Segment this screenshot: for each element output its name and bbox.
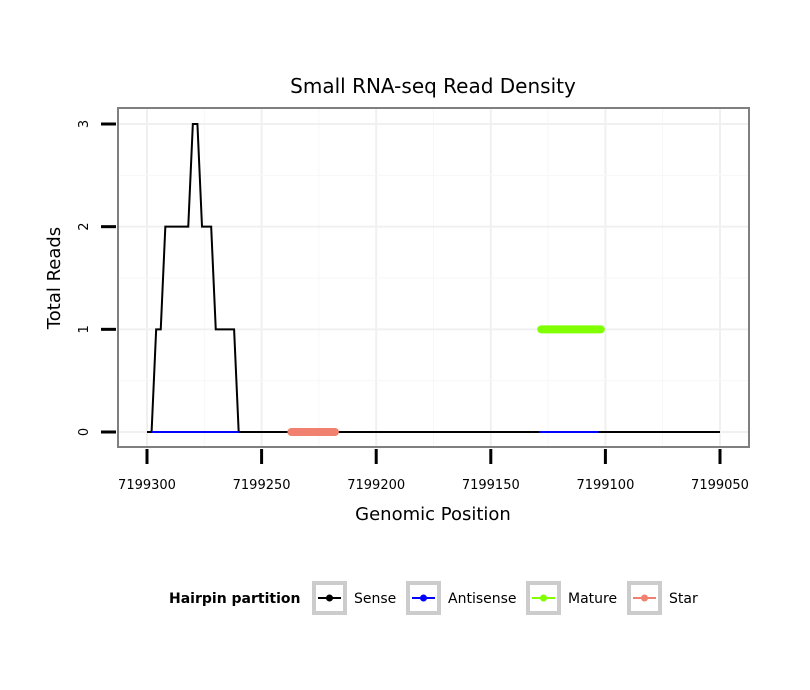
legend-key-point bbox=[641, 594, 648, 602]
plot-area bbox=[117, 107, 750, 448]
y-tick-label: 2 bbox=[77, 223, 92, 231]
y-tick-label: 3 bbox=[77, 120, 92, 128]
y-tick-label: 1 bbox=[77, 325, 92, 333]
x-tick-label: 7199150 bbox=[462, 478, 520, 493]
x-axis-label: Genomic Position bbox=[355, 504, 511, 525]
x-tick-label: 7199050 bbox=[691, 478, 749, 493]
y-tick-label: 0 bbox=[77, 428, 92, 436]
series-layer bbox=[147, 123, 720, 436]
legend-item-sense: Sense bbox=[312, 581, 396, 615]
legend: Hairpin partition Sense Antisense Mature Sta… bbox=[169, 581, 698, 615]
x-tick-label: 7199200 bbox=[347, 478, 405, 493]
legend-label: Mature bbox=[568, 591, 617, 607]
legend-key-point bbox=[420, 594, 427, 602]
legend-label: Star bbox=[669, 591, 698, 607]
legend-label: Antisense bbox=[448, 591, 517, 607]
plot-border bbox=[117, 107, 750, 448]
y-axis: 0 1 2 3 bbox=[77, 120, 116, 436]
legend-title: Hairpin partition bbox=[169, 591, 300, 607]
y-axis-label: Total Reads bbox=[44, 227, 65, 330]
legend-item-star: Star bbox=[627, 581, 698, 615]
grid-lines bbox=[118, 108, 749, 447]
legend-item-antisense: Antisense bbox=[406, 581, 517, 615]
x-tick-label: 7199100 bbox=[576, 478, 634, 493]
x-tick-label: 7199300 bbox=[118, 478, 176, 493]
legend-key-point bbox=[326, 594, 333, 602]
legend-key-point bbox=[540, 594, 547, 602]
legend-label: Sense bbox=[354, 591, 396, 607]
x-axis: 7199300 7199250 7199200 7199150 7199100 71990… bbox=[118, 449, 749, 493]
chart-title: Small RNA-seq Read Density bbox=[290, 74, 576, 98]
legend-item-mature: Mature bbox=[526, 581, 617, 615]
x-tick-label: 7199250 bbox=[233, 478, 291, 493]
series-sense-line bbox=[147, 123, 720, 433]
